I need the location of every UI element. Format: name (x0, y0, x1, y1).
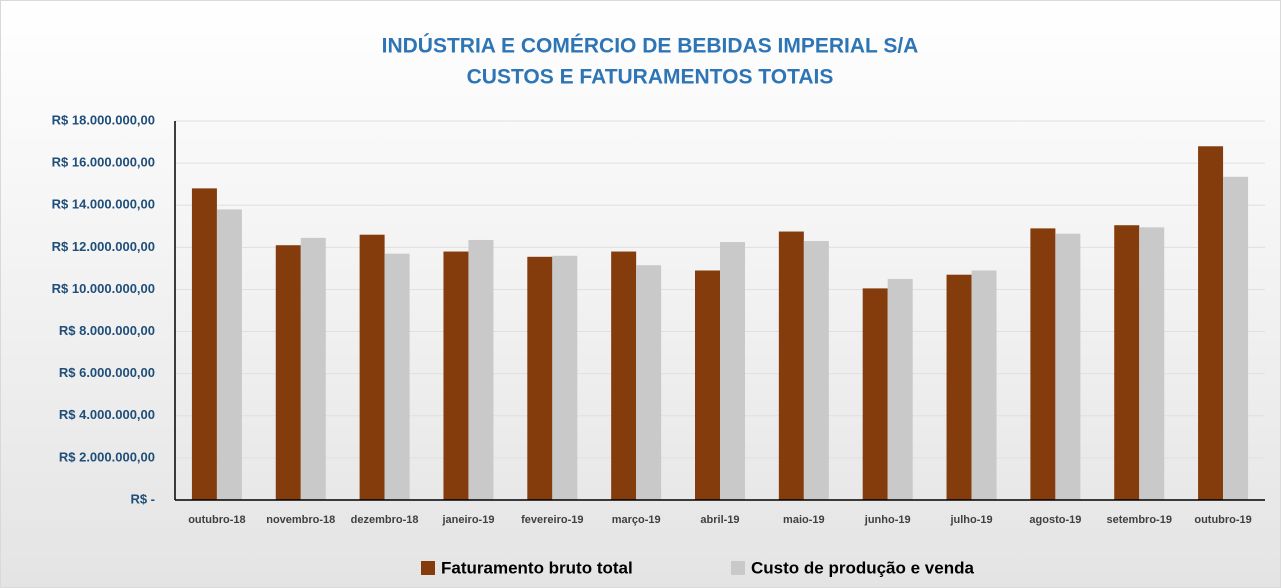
legend: Faturamento bruto total Custo de produçã… (421, 558, 974, 577)
bar (611, 251, 637, 500)
x-tick-label: janeiro-19 (441, 514, 494, 526)
bar (443, 251, 469, 500)
legend-label: Custo de produção e venda (751, 558, 974, 577)
y-tick-label: R$ 14.000.000,00 (52, 197, 155, 212)
y-tick-label: R$ - (130, 491, 155, 506)
bar (384, 253, 410, 500)
legend-swatch (731, 561, 745, 575)
x-tick-label: junho-19 (864, 514, 911, 526)
x-tick-label: dezembro-18 (351, 514, 419, 526)
bar (1055, 233, 1081, 500)
bar (191, 188, 217, 500)
x-tick-label: março-19 (612, 514, 661, 526)
x-tick-label: julho-19 (949, 514, 992, 526)
bar (1114, 225, 1140, 500)
y-tick-label: R$ 6.000.000,00 (59, 365, 155, 380)
bar (300, 237, 326, 500)
legend-label: Faturamento bruto total (441, 558, 633, 577)
bar (1139, 227, 1165, 500)
legend-swatch (421, 561, 435, 575)
chart-title: INDÚSTRIA E COMÉRCIO DE BEBIDAS IMPERIAL… (382, 34, 919, 58)
x-tick-label: setembro-19 (1107, 514, 1172, 526)
x-tick-label: outubro-18 (188, 514, 245, 526)
bar (803, 241, 829, 500)
bar (552, 255, 578, 500)
bar (695, 270, 720, 500)
x-tick-label: maio-19 (783, 514, 825, 526)
bar (636, 265, 662, 500)
y-tick-label: R$ 12.000.000,00 (52, 239, 155, 254)
bar (778, 231, 804, 500)
bar (946, 274, 972, 500)
x-tick-label: agosto-19 (1029, 514, 1081, 526)
y-tick-label: R$ 2.000.000,00 (59, 449, 155, 464)
y-tick-label: R$ 4.000.000,00 (59, 407, 155, 422)
bar (887, 278, 913, 500)
x-tick-label: fevereiro-19 (521, 514, 583, 526)
chart-subtitle: CUSTOS E FATURAMENTOS TOTAIS (467, 66, 834, 89)
bar (527, 256, 553, 500)
bar (359, 234, 385, 500)
x-tick-label: abril-19 (700, 514, 739, 526)
y-tick-label: R$ 10.000.000,00 (52, 281, 155, 296)
x-tick-label: outubro-19 (1194, 514, 1251, 526)
y-tick-label: R$ 16.000.000,00 (52, 155, 155, 170)
bar (720, 242, 745, 500)
y-tick-label: R$ 18.000.000,00 (52, 112, 155, 127)
bar (971, 270, 997, 500)
bar (216, 209, 242, 500)
bar (1223, 176, 1249, 500)
bar (1198, 146, 1224, 500)
bar (275, 245, 301, 500)
bar (468, 239, 494, 501)
bar (862, 288, 888, 500)
x-tick-label: novembro-18 (266, 514, 335, 526)
y-tick-label: R$ 8.000.000,00 (59, 323, 155, 338)
bar (1030, 228, 1056, 500)
